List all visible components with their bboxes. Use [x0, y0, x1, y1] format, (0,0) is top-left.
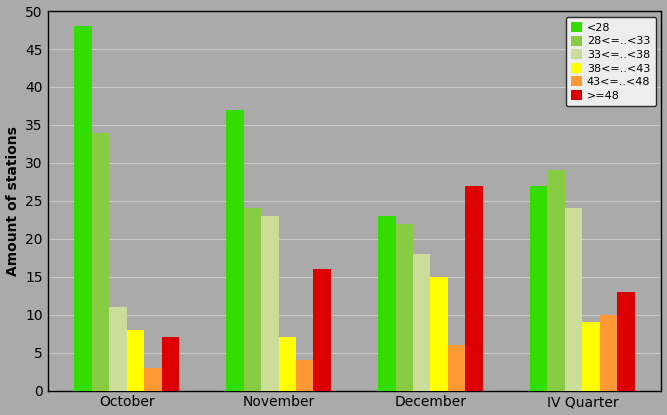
Bar	[109, 307, 127, 391]
Bar	[74, 26, 91, 391]
Bar	[530, 186, 548, 391]
Bar	[466, 186, 483, 391]
Bar	[430, 277, 448, 391]
Bar	[243, 208, 261, 391]
Bar	[618, 292, 635, 391]
Bar	[413, 254, 430, 391]
Bar	[261, 216, 279, 391]
Y-axis label: Amount of stations: Amount of stations	[5, 126, 19, 276]
Bar	[226, 110, 243, 391]
Bar	[127, 330, 144, 391]
Bar	[296, 360, 313, 391]
Bar	[448, 345, 466, 391]
Bar	[144, 368, 161, 391]
Bar	[565, 208, 582, 391]
Bar	[582, 322, 600, 391]
Legend: <28, 28<=..<33, 33<=..<38, 38<=..<43, 43<=..<48, >=48: <28, 28<=..<33, 33<=..<38, 38<=..<43, 43…	[566, 17, 656, 106]
Bar	[396, 224, 413, 391]
Bar	[378, 216, 396, 391]
Bar	[313, 269, 331, 391]
Bar	[548, 171, 565, 391]
Bar	[600, 315, 618, 391]
Bar	[91, 132, 109, 391]
Bar	[161, 337, 179, 391]
Bar	[279, 337, 296, 391]
